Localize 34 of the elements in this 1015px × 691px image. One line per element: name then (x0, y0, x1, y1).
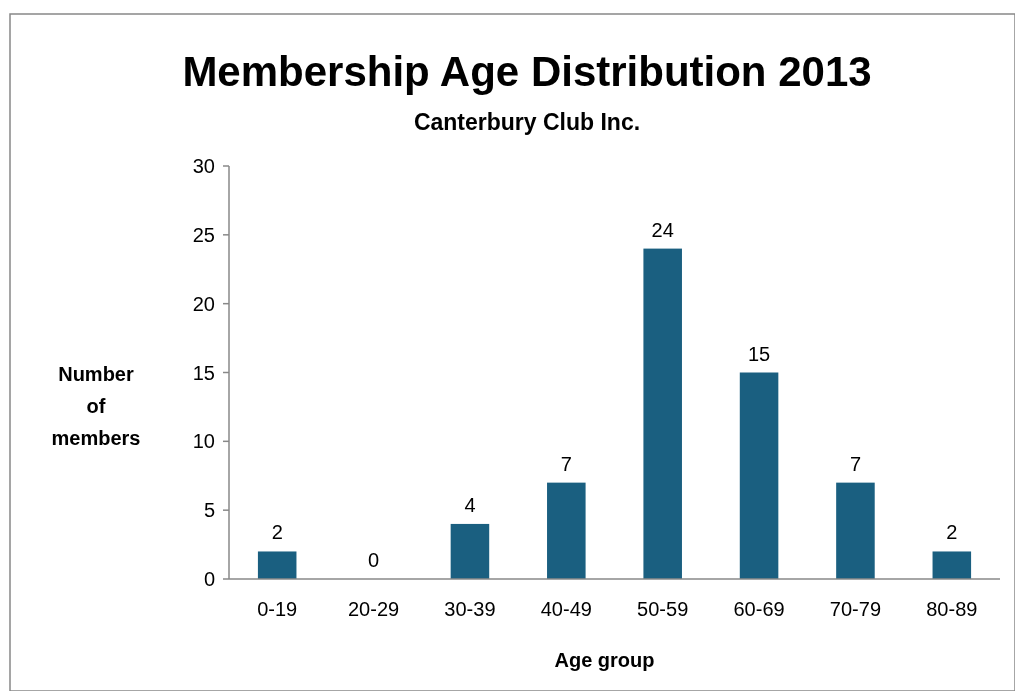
data-label: 0 (368, 549, 380, 571)
x-tick-label: 20-29 (347, 598, 400, 620)
bar (643, 248, 682, 579)
x-axis-title: Age group (554, 649, 655, 671)
x-tick-label: 70-79 (829, 598, 882, 620)
bar (739, 372, 779, 579)
data-label: 7 (849, 452, 861, 475)
chart-title: Membership Age Distribution 2013 (182, 48, 872, 95)
bar (450, 523, 490, 579)
bar (932, 551, 972, 579)
y-tick-label: 0 (203, 568, 215, 590)
y-tick-label: 10 (192, 430, 215, 453)
x-tick-label: 30-39 (444, 598, 496, 620)
bar (547, 482, 586, 579)
x-tick-label: 80-89 (926, 598, 978, 620)
x-tick-label: 60-69 (733, 598, 785, 620)
x-tick-label: 0-19 (257, 598, 298, 620)
data-label: 4 (464, 493, 476, 516)
y-tick-label: 30 (192, 155, 215, 177)
data-label: 2 (946, 521, 958, 544)
y-axis-title: Number of members (51, 363, 141, 449)
data-label: 2 (271, 521, 283, 544)
bar (836, 482, 875, 579)
data-label: 7 (560, 452, 572, 475)
chart-subtitle: Canterbury Club Inc. (413, 109, 641, 135)
data-label: 15 (747, 342, 771, 365)
bar (257, 551, 297, 579)
x-tick-label: 40-49 (540, 598, 592, 620)
y-tick-label: 5 (203, 499, 215, 522)
y-tick-label: 25 (192, 223, 215, 246)
y-tick-label: 15 (192, 361, 215, 384)
y-tick-label: 20 (192, 292, 215, 315)
data-label: 24 (651, 218, 674, 241)
x-tick-label: 50-59 (637, 598, 689, 620)
